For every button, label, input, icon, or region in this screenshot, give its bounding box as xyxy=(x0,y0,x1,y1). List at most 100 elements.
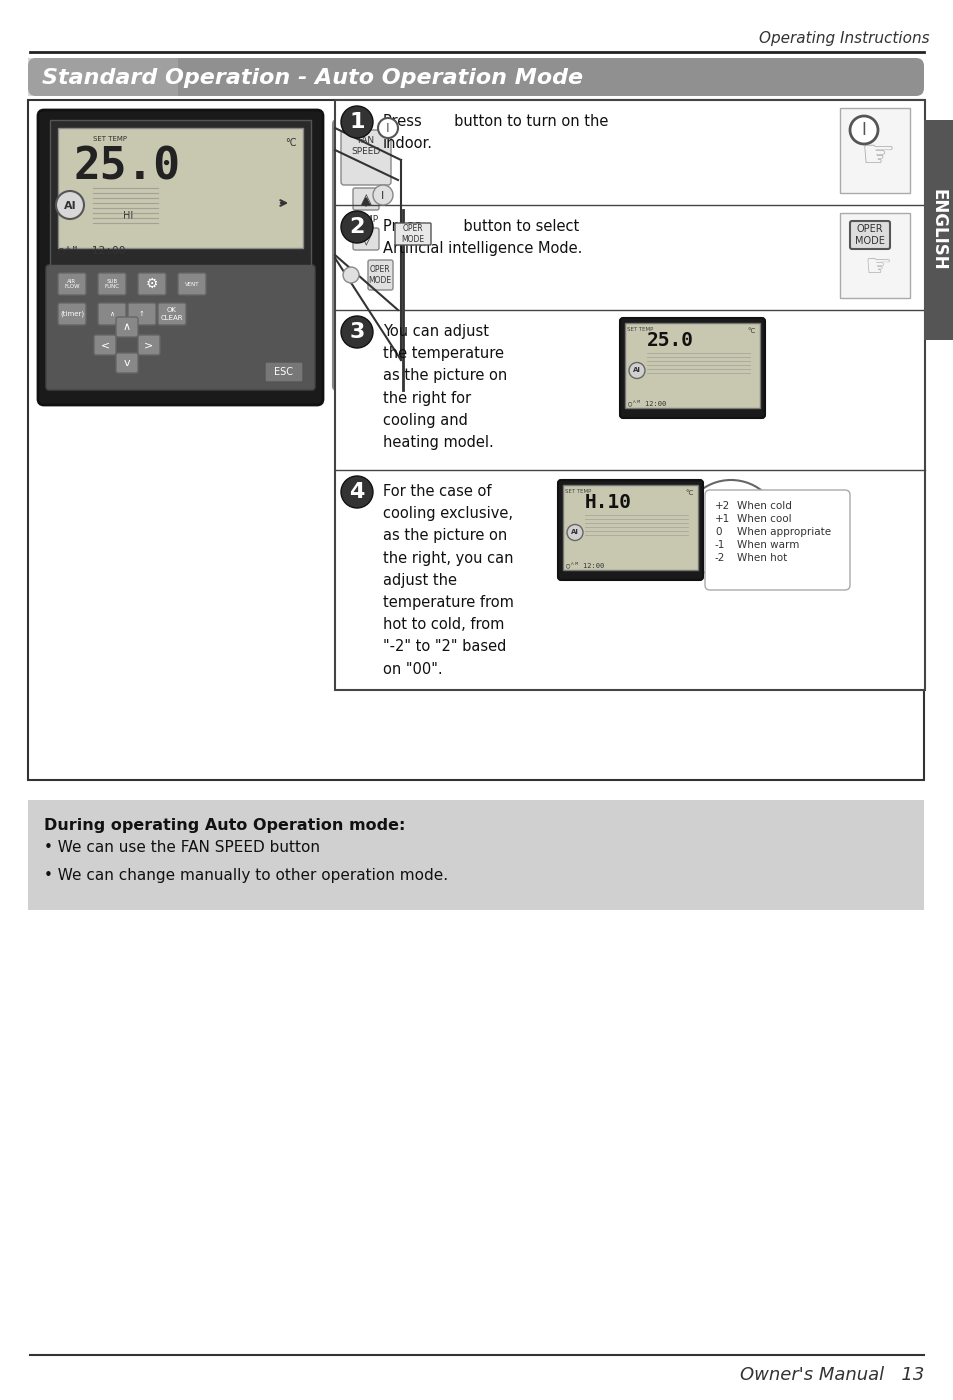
Text: ∧: ∧ xyxy=(110,311,114,316)
Text: 0: 0 xyxy=(714,526,720,538)
Text: OK
CLEAR: OK CLEAR xyxy=(161,308,183,321)
FancyBboxPatch shape xyxy=(138,273,166,295)
Text: • We can use the FAN SPEED button: • We can use the FAN SPEED button xyxy=(44,840,319,855)
FancyBboxPatch shape xyxy=(368,260,393,290)
Text: +2: +2 xyxy=(714,501,729,511)
Text: 4: 4 xyxy=(349,482,364,503)
FancyBboxPatch shape xyxy=(558,480,702,580)
Bar xyxy=(58,127,303,248)
Bar xyxy=(840,108,909,193)
Text: ENGLISH: ENGLISH xyxy=(929,189,947,270)
Text: ○ᴬᴹ  12:00: ○ᴬᴹ 12:00 xyxy=(58,245,126,255)
Text: OPER
MODE: OPER MODE xyxy=(368,266,391,284)
Circle shape xyxy=(340,211,373,244)
Text: 2: 2 xyxy=(349,217,364,237)
Text: -2: -2 xyxy=(714,553,724,563)
Text: When cool: When cool xyxy=(737,514,791,524)
Bar xyxy=(624,323,760,407)
FancyBboxPatch shape xyxy=(46,265,314,391)
Circle shape xyxy=(340,316,373,349)
Text: SET TEMP: SET TEMP xyxy=(92,136,127,141)
Bar xyxy=(562,484,698,570)
FancyBboxPatch shape xyxy=(116,353,138,372)
Bar xyxy=(28,799,923,910)
FancyBboxPatch shape xyxy=(353,228,378,251)
Text: °C: °C xyxy=(685,490,694,496)
Circle shape xyxy=(340,106,373,139)
FancyBboxPatch shape xyxy=(340,130,391,185)
Text: AIR
FLOW: AIR FLOW xyxy=(64,279,80,290)
FancyBboxPatch shape xyxy=(395,223,431,245)
Text: I: I xyxy=(386,123,390,136)
Text: 25.0: 25.0 xyxy=(73,146,180,189)
Text: When hot: When hot xyxy=(737,553,786,563)
Bar xyxy=(50,120,311,265)
Text: OPER
MODE: OPER MODE xyxy=(854,224,884,246)
Circle shape xyxy=(849,116,877,144)
Text: ▽: ▽ xyxy=(360,232,371,246)
Bar xyxy=(28,57,178,97)
Text: △: △ xyxy=(360,192,371,206)
Text: SET TEMP: SET TEMP xyxy=(626,328,653,332)
FancyBboxPatch shape xyxy=(98,273,126,295)
FancyBboxPatch shape xyxy=(704,490,849,589)
Circle shape xyxy=(56,190,84,218)
Text: ⚙: ⚙ xyxy=(146,277,158,291)
FancyBboxPatch shape xyxy=(158,302,186,325)
Text: When warm: When warm xyxy=(737,540,799,550)
FancyBboxPatch shape xyxy=(619,318,764,419)
Text: -1: -1 xyxy=(714,540,724,550)
Text: During operating Auto Operation mode:: During operating Auto Operation mode: xyxy=(44,818,405,833)
Text: When cold: When cold xyxy=(737,501,791,511)
Text: SET TEMP: SET TEMP xyxy=(564,489,591,494)
FancyBboxPatch shape xyxy=(333,120,397,391)
Text: ESC: ESC xyxy=(274,367,294,377)
FancyBboxPatch shape xyxy=(98,302,126,325)
Text: °C: °C xyxy=(285,139,296,148)
Text: Standard Operation - Auto Operation Mode: Standard Operation - Auto Operation Mode xyxy=(42,69,582,88)
FancyBboxPatch shape xyxy=(28,57,923,97)
Circle shape xyxy=(340,476,373,508)
Circle shape xyxy=(377,118,397,139)
FancyBboxPatch shape xyxy=(58,302,86,325)
Bar xyxy=(923,120,953,340)
Circle shape xyxy=(680,480,781,580)
Text: ∧: ∧ xyxy=(123,322,131,332)
FancyBboxPatch shape xyxy=(178,273,206,295)
Text: 25.0: 25.0 xyxy=(646,330,693,350)
Circle shape xyxy=(628,363,644,378)
Text: TEMP: TEMP xyxy=(354,216,377,224)
Circle shape xyxy=(373,185,393,204)
FancyBboxPatch shape xyxy=(38,111,323,405)
Text: You can adjust
the temperature
as the picture on
the right for
cooling and
heati: You can adjust the temperature as the pi… xyxy=(382,323,507,449)
Circle shape xyxy=(566,525,582,540)
Bar xyxy=(28,99,923,780)
Text: VENT: VENT xyxy=(185,281,199,287)
Text: AI: AI xyxy=(633,367,640,374)
Text: • We can change manually to other operation mode.: • We can change manually to other operat… xyxy=(44,868,448,883)
Text: Press         button to select
Artificial intelligence Mode.: Press button to select Artificial intell… xyxy=(382,218,581,256)
Text: (timer): (timer) xyxy=(60,311,84,318)
FancyBboxPatch shape xyxy=(138,335,160,356)
Text: <: < xyxy=(100,340,110,350)
Text: FAN
SPEED: FAN SPEED xyxy=(351,136,380,155)
Text: Press       button to turn on the
indoor.: Press button to turn on the indoor. xyxy=(382,113,608,151)
Text: v: v xyxy=(124,358,131,368)
Text: HI: HI xyxy=(123,211,133,221)
Text: >: > xyxy=(144,340,153,350)
Text: When appropriate: When appropriate xyxy=(737,526,830,538)
Bar xyxy=(840,213,909,298)
FancyBboxPatch shape xyxy=(94,335,116,356)
Text: I: I xyxy=(381,190,384,202)
FancyBboxPatch shape xyxy=(849,221,889,249)
Text: ○ᴬᴹ 12:00: ○ᴬᴹ 12:00 xyxy=(565,561,603,568)
Text: 1: 1 xyxy=(349,112,364,132)
Bar xyxy=(335,99,924,690)
Circle shape xyxy=(343,267,358,283)
Text: Operating Instructions: Operating Instructions xyxy=(759,31,929,45)
Text: H.10: H.10 xyxy=(584,493,631,512)
FancyBboxPatch shape xyxy=(265,363,303,382)
FancyBboxPatch shape xyxy=(353,188,378,210)
FancyBboxPatch shape xyxy=(58,273,86,295)
FancyBboxPatch shape xyxy=(128,302,156,325)
